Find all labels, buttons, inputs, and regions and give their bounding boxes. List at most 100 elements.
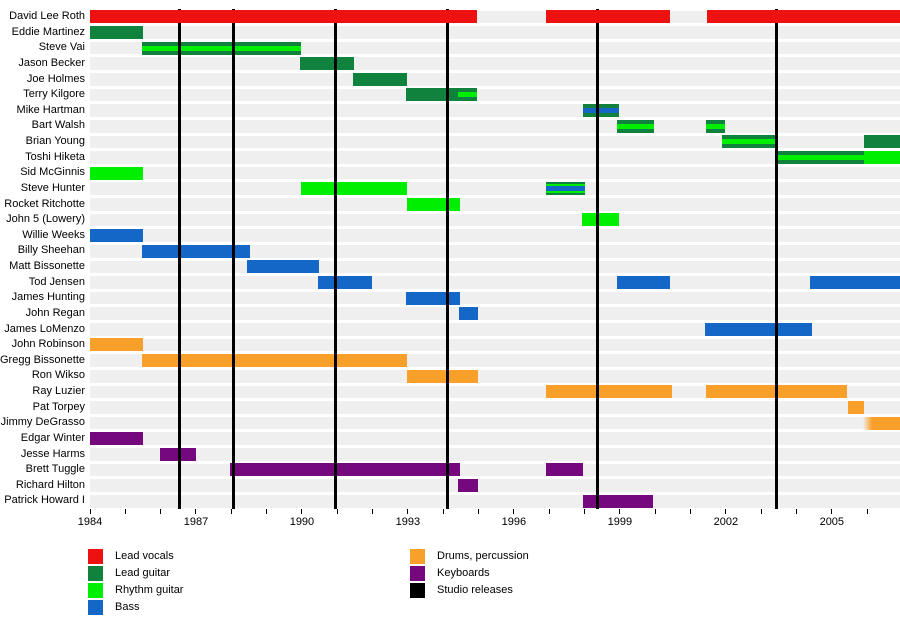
member-label: John Robinson: [11, 338, 85, 351]
member-label: Tod Jensen: [28, 275, 85, 288]
member-label: John Regan: [25, 306, 85, 319]
timeline-bar: [776, 150, 864, 164]
row-track: [90, 385, 900, 399]
member-label: Ray Luzier: [32, 385, 85, 397]
member-label: Ron Wikso: [31, 369, 85, 382]
member-label: Gregg Bissonette: [0, 353, 85, 366]
row-track: [90, 244, 900, 258]
member-label: Rocket Ritchotte: [4, 197, 85, 210]
timeline-bar: [545, 463, 583, 477]
studio-release-line: [231, 9, 235, 509]
member-label: Brian Young: [25, 135, 85, 147]
member-label: Steve Hunter: [20, 181, 85, 194]
timeline-bar: [406, 369, 478, 383]
timeline-bar: [581, 213, 619, 227]
member-label: Pat Torpey: [32, 400, 85, 413]
axis-tick: [336, 509, 338, 514]
timeline-bar: [405, 88, 477, 102]
timeline-bar: [862, 416, 900, 430]
member-label: Brett Tuggle: [25, 463, 85, 476]
member-label: Steve Vai: [38, 41, 85, 54]
axis-tick-label: 1993: [395, 516, 421, 528]
timeline-bar: [863, 135, 900, 149]
axis-tick: [160, 509, 162, 514]
row-track: [90, 323, 900, 336]
timeline-bar: [300, 182, 407, 196]
timeline-bar: [90, 338, 143, 352]
member-label: Willie Weeks: [22, 228, 85, 241]
timeline-bar: [705, 322, 812, 336]
row-track: [90, 135, 900, 149]
timeline-bar: [458, 479, 478, 493]
row-track: [90, 57, 900, 70]
timeline-bar: [545, 385, 672, 399]
member-label: Richard Hilton: [15, 478, 85, 491]
axis-tick-label: 1984: [77, 516, 103, 528]
axis-tick-label: 1990: [289, 516, 315, 528]
axis-tick: [230, 509, 232, 514]
member-label: Jimmy DeGrasso: [0, 416, 85, 429]
axis-tick: [407, 509, 409, 514]
axis-tick: [690, 509, 692, 514]
axis-tick: [513, 509, 515, 514]
row-track: [90, 494, 900, 508]
studio-release-line: [446, 9, 450, 509]
studio-release-line: [596, 9, 600, 509]
axis-tick: [89, 509, 91, 514]
row-track: [90, 479, 900, 492]
row-track: [90, 401, 900, 414]
timeline-bar: [90, 10, 477, 24]
studio-release-line: [334, 9, 338, 509]
axis-tick: [548, 509, 550, 514]
row-track: [90, 338, 900, 352]
member-label: Bart Walsh: [31, 119, 85, 132]
timeline-bar: [582, 494, 654, 508]
axis-tick: [584, 509, 586, 514]
timeline-bar: [545, 182, 585, 196]
axis-tick: [372, 509, 374, 514]
legend-label: Studio releases: [437, 584, 513, 596]
row-track: [90, 416, 900, 430]
timeline-bar: [90, 229, 143, 243]
timeline-bar: [246, 260, 319, 274]
timeline-bar: [299, 57, 354, 71]
timeline-bar: [90, 432, 143, 446]
row-track: [90, 151, 900, 164]
axis-tick: [725, 509, 727, 514]
timeline-bar: [721, 135, 776, 149]
member-label: Joe Holmes: [26, 72, 85, 85]
axis-tick: [795, 509, 797, 514]
studio-release-line: [775, 9, 779, 509]
axis-tick-label: 2002: [713, 516, 739, 528]
row-track: [90, 213, 900, 227]
legend-swatch-lead-vocals: [88, 549, 103, 564]
member-label: Toshi Hiketa: [25, 150, 85, 163]
timeline-bar: [545, 10, 671, 24]
legend-label: Lead guitar: [115, 567, 171, 579]
timeline-bar: [141, 41, 301, 55]
timeline-bar: [141, 244, 251, 258]
legend-label: Bass: [115, 601, 140, 613]
member-label: Billy Sheehan: [17, 244, 85, 257]
legend-swatch-rhythm-guitar: [88, 583, 103, 598]
member-label: Jesse Harms: [20, 447, 85, 460]
legend-label: Rhythm guitar: [115, 584, 184, 596]
timeline-bar: [617, 119, 654, 133]
axis-tick: [195, 509, 197, 514]
row-track: [90, 73, 900, 86]
timeline-bar-overlay: [458, 92, 477, 98]
legend-swatch-bass: [88, 600, 103, 615]
axis-tick: [124, 509, 126, 514]
row-track: [90, 198, 900, 211]
timeline-bar: [706, 119, 725, 133]
axis-tick: [831, 509, 833, 514]
axis-tick: [866, 509, 868, 514]
studio-release-line: [177, 9, 181, 509]
row-track: [90, 432, 900, 445]
timeline-bar: [317, 275, 372, 289]
legend-label: Keyboards: [437, 567, 490, 579]
member-label: Matt Bissonette: [9, 260, 85, 272]
timeline-bar: [141, 354, 407, 368]
member-label: Terry Kilgore: [23, 88, 85, 101]
